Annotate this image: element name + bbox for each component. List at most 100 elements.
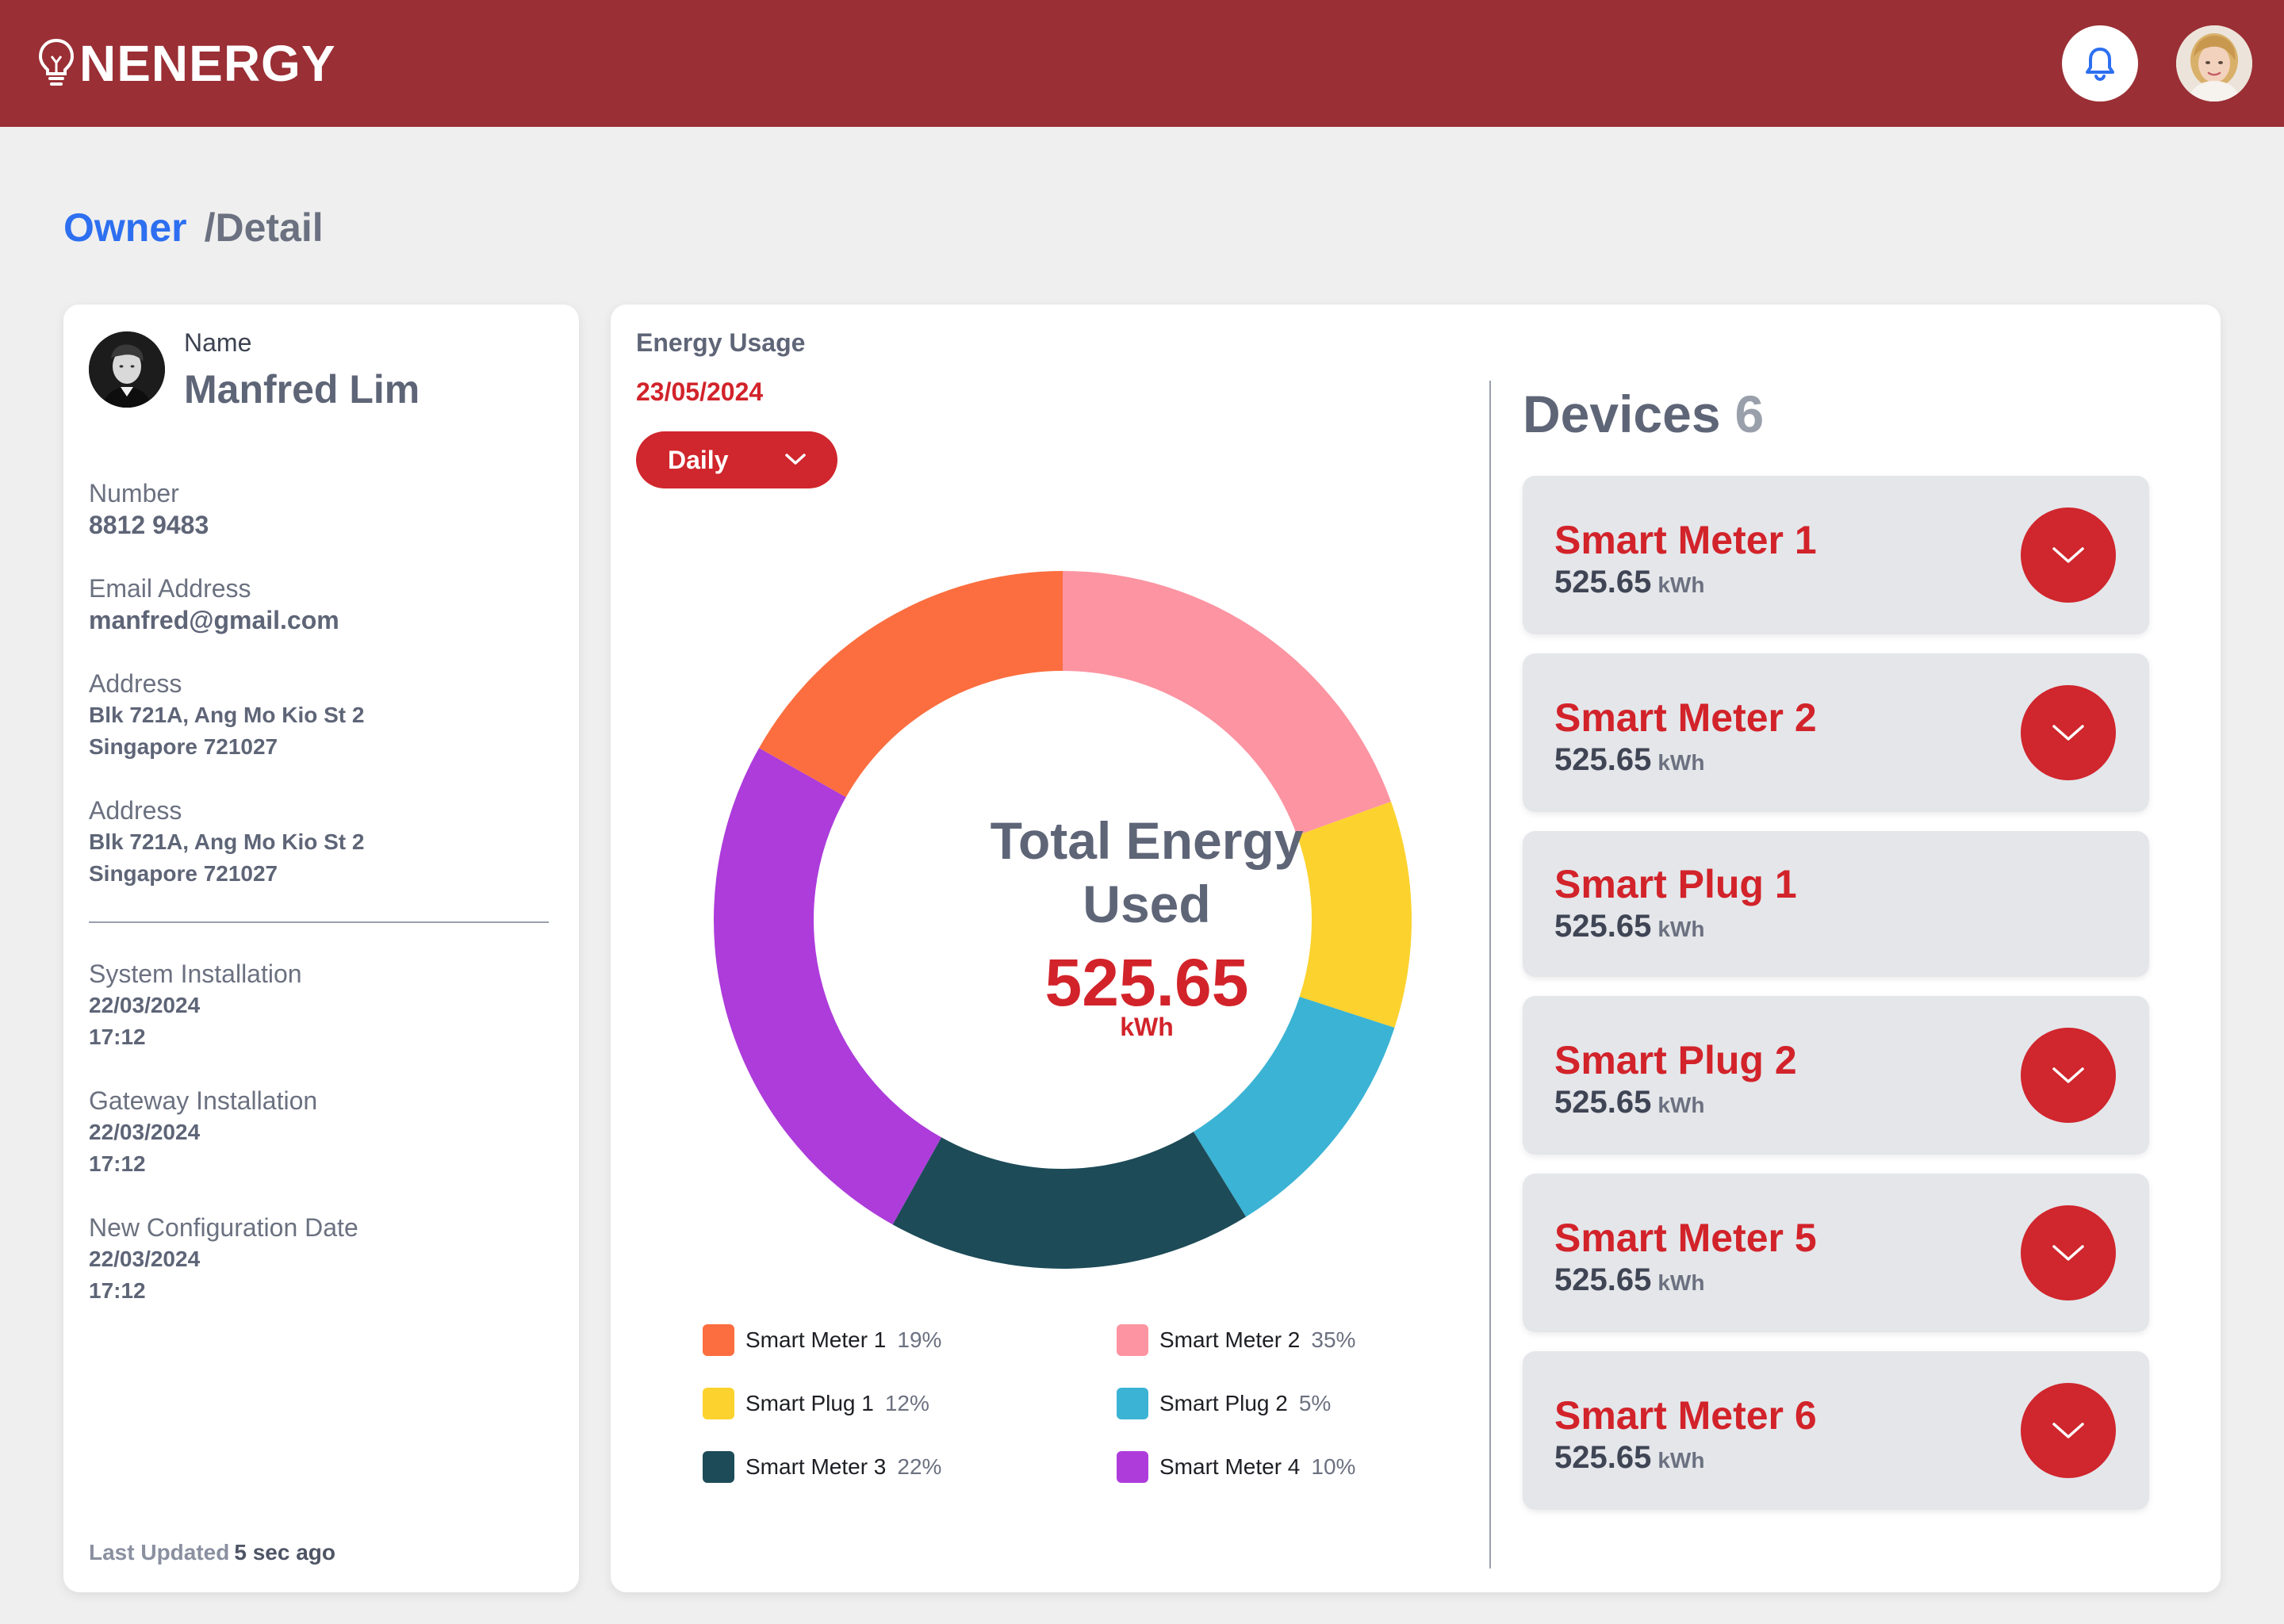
system-installation-time: 17:12: [89, 1025, 146, 1049]
gateway-installation-date: 22/03/2024: [89, 1120, 201, 1144]
email-value: manfred@gmail.com: [89, 606, 339, 634]
address-line-1: Blk 721A, Ang Mo Kio St 2: [89, 703, 365, 727]
device-unit: kWh: [1657, 1093, 1705, 1117]
legend-name: Smart Meter 1: [745, 1327, 887, 1352]
donut-slice-smart-meter-1[interactable]: [759, 571, 1063, 798]
last-updated-value: 5 sec ago: [234, 1540, 335, 1565]
email-label: Email Address: [89, 574, 251, 603]
legend-item: Smart Meter 3 22%: [703, 1451, 941, 1483]
chevron-down-icon: [2052, 725, 2084, 741]
device-name: Smart Meter 6: [1554, 1393, 1817, 1438]
address-label: Address: [89, 669, 182, 698]
legend-percent: 10%: [1311, 1454, 1356, 1479]
chevron-down-icon: [2052, 1423, 2084, 1438]
expand-button[interactable]: [2021, 1028, 2116, 1123]
bell-icon: [2086, 48, 2114, 82]
devices-title: Devices: [1523, 385, 1721, 443]
energy-usage-card: Energy Usage 23/05/2024 Daily Total Ener…: [611, 304, 2221, 1592]
donut-slice-smart-meter-4[interactable]: [713, 748, 942, 1225]
period-dropdown[interactable]: Daily: [636, 431, 837, 488]
device-value: 525.65: [1554, 1262, 1652, 1297]
expand-button[interactable]: [2021, 508, 2116, 603]
device-value: 525.65: [1554, 909, 1652, 944]
owner-avatar-image: [89, 331, 165, 408]
configuration-time: 17:12: [89, 1278, 146, 1303]
total-energy-unit: kWh: [1120, 1013, 1174, 1041]
legend-swatch: [703, 1324, 734, 1356]
legend-item: Smart Plug 2 5%: [1117, 1388, 1331, 1419]
name-label: Name: [184, 328, 252, 357]
period-selected-value: Daily: [668, 445, 729, 474]
donut-slice-smart-plug-2[interactable]: [1193, 997, 1395, 1217]
legend-percent: 22%: [897, 1454, 942, 1479]
number-label: Number: [89, 479, 179, 508]
configuration-date: 22/03/2024: [89, 1247, 201, 1271]
legend-percent: 5%: [1298, 1391, 1332, 1415]
total-energy-value: 525.65: [1044, 945, 1249, 1020]
device-card-smart-meter-5[interactable]: Smart Meter 5 525.65 kWh: [1523, 1174, 2149, 1332]
owner-avatar: [89, 331, 165, 408]
address-field-2: Address Blk 721A, Ang Mo Kio St 2 Singap…: [89, 795, 364, 890]
number-field: Number 8812 9483: [89, 477, 209, 541]
user-avatar[interactable]: [2176, 25, 2252, 102]
legend-swatch: [1117, 1388, 1148, 1419]
total-energy-label-line-2: Used: [1083, 875, 1211, 933]
legend-swatch: [703, 1388, 734, 1419]
device-reading: 525.65 kWh: [1554, 909, 1704, 944]
owner-divider: [89, 921, 549, 923]
device-unit: kWh: [1657, 917, 1705, 941]
device-card-smart-meter-2[interactable]: Smart Meter 2 525.65 kWh: [1523, 653, 2149, 812]
expand-button[interactable]: [2021, 685, 2116, 780]
chevron-down-icon: [2052, 1067, 2084, 1083]
user-avatar-image: [2176, 25, 2252, 102]
device-reading: 525.65 kWh: [1554, 1262, 1704, 1298]
donut-svg: [713, 571, 1412, 1269]
lightbulb-icon: [38, 38, 75, 86]
device-reading: 525.65 kWh: [1554, 742, 1704, 778]
donut-slice-smart-plug-1[interactable]: [1297, 801, 1412, 1028]
owner-details-card: Name Manfred Lim Number 8812 9483 Email …: [63, 304, 579, 1592]
device-card-smart-plug-2[interactable]: Smart Plug 2 525.65 kWh: [1523, 996, 2149, 1155]
device-card-smart-meter-1[interactable]: Smart Meter 1 525.65 kWh: [1523, 476, 2149, 634]
device-reading: 525.65 kWh: [1554, 1440, 1704, 1476]
expand-button[interactable]: [2021, 1205, 2116, 1300]
device-name: Smart Meter 2: [1554, 695, 1817, 740]
breadcrumb-owner-link[interactable]: Owner: [63, 205, 187, 250]
device-card-smart-plug-1[interactable]: Smart Plug 1 525.65 kWh: [1523, 831, 2149, 977]
chevron-down-icon: [785, 454, 806, 465]
system-installation-date: 22/03/2024: [89, 993, 201, 1017]
legend-swatch: [703, 1451, 734, 1483]
device-unit: kWh: [1657, 1448, 1705, 1473]
brand-name: NENERGY: [79, 35, 336, 92]
device-name: Smart Meter 5: [1554, 1216, 1817, 1260]
legend-item: Smart Plug 1 12%: [703, 1388, 929, 1419]
device-value: 525.65: [1554, 1085, 1652, 1120]
legend-name: Smart Meter 4: [1159, 1454, 1301, 1479]
expand-button[interactable]: [2021, 1383, 2116, 1478]
brand-logo[interactable]: NENERGY: [36, 35, 336, 92]
total-energy-label-line-1: Total Energy: [990, 811, 1304, 870]
legend-item: Smart Meter 4 10%: [1117, 1451, 1355, 1483]
top-bar: NENERGY: [0, 0, 2284, 127]
address-field-1: Address Blk 721A, Ang Mo Kio St 2 Singap…: [89, 668, 364, 763]
address-line-2: Singapore 721027: [89, 861, 278, 886]
usage-date: 23/05/2024: [636, 377, 764, 406]
device-name: Smart Plug 2: [1554, 1038, 1797, 1082]
energy-usage-title: Energy Usage: [636, 328, 806, 357]
gateway-installation-field: Gateway Installation 22/03/2024 17:12: [89, 1085, 317, 1180]
legend-item: Smart Meter 1 19%: [703, 1324, 941, 1356]
device-unit: kWh: [1657, 1270, 1705, 1295]
legend-item: Smart Meter 2 35%: [1117, 1324, 1355, 1356]
notifications-button[interactable]: [2062, 25, 2138, 102]
energy-donut-chart: [706, 563, 1420, 1277]
last-updated-label: Last Updated: [89, 1540, 230, 1565]
device-card-smart-meter-6[interactable]: Smart Meter 6 525.65 kWh: [1523, 1351, 2149, 1510]
email-field: Email Address manfred@gmail.com: [89, 573, 339, 636]
donut-slice-smart-meter-3[interactable]: [892, 1132, 1247, 1269]
device-reading: 525.65 kWh: [1554, 1085, 1704, 1120]
address-line-1: Blk 721A, Ang Mo Kio St 2: [89, 829, 365, 854]
gateway-installation-label: Gateway Installation: [89, 1086, 318, 1115]
donut-slice-smart-meter-2[interactable]: [1063, 571, 1391, 836]
address-label: Address: [89, 796, 182, 825]
legend-percent: 12%: [884, 1391, 929, 1415]
